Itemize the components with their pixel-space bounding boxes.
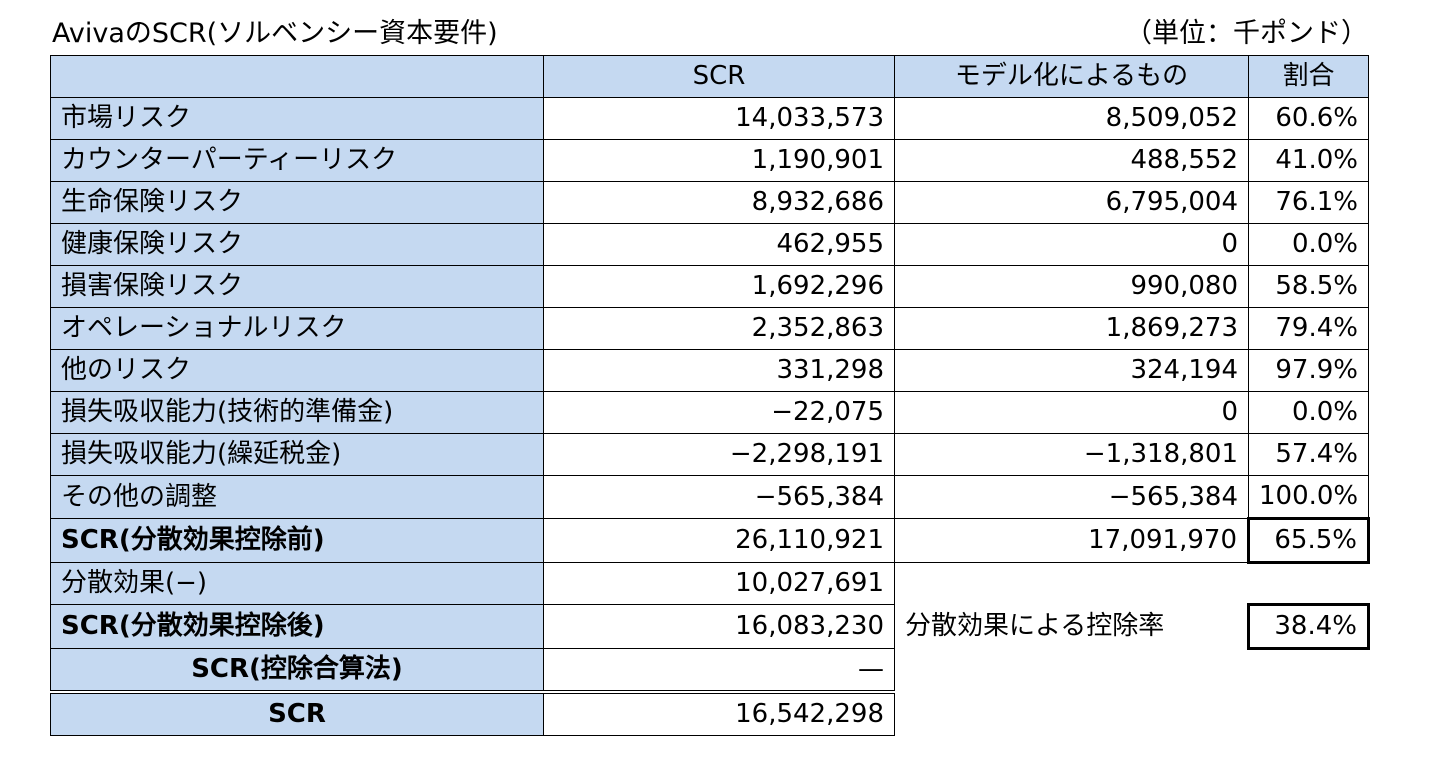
deduction-method-label: SCR(控除合算法) bbox=[50, 648, 544, 693]
diversification-scr: 10,027,691 bbox=[543, 562, 895, 605]
header-row: SCR モデル化によるもの 割合 bbox=[50, 55, 1369, 98]
table-title: AvivaのSCR(ソルベンシー資本要件) bbox=[52, 18, 498, 49]
after-diversification-scr: 16,083,230 bbox=[543, 604, 895, 649]
row-modeled: 1,869,273 bbox=[894, 307, 1249, 350]
before-diversification-ratio: 65.5% bbox=[1247, 517, 1370, 564]
row-ratio: 41.0% bbox=[1248, 139, 1369, 182]
row-label: 健康保険リスク bbox=[50, 223, 544, 266]
blank-cell bbox=[1249, 649, 1369, 693]
row-ratio: 0.0% bbox=[1248, 223, 1369, 266]
row-scr: 8,932,686 bbox=[543, 181, 895, 224]
deduction-rate-value: 38.4% bbox=[1247, 603, 1370, 650]
deduction-method-scr: — bbox=[543, 648, 895, 693]
row-modeled: −565,384 bbox=[894, 475, 1249, 519]
row-scr: 1,190,901 bbox=[543, 139, 895, 182]
total-scr: 16,542,298 bbox=[543, 690, 895, 736]
blank-cell bbox=[895, 563, 1249, 605]
header-modeled: モデル化によるもの bbox=[894, 55, 1249, 98]
row-scr: 331,298 bbox=[543, 349, 895, 392]
row-scr: 1,692,296 bbox=[543, 265, 895, 308]
header-scr: SCR bbox=[543, 55, 895, 98]
before-diversification-modeled: 17,091,970 bbox=[894, 518, 1249, 563]
row-scr: 2,352,863 bbox=[543, 307, 895, 350]
before-diversification-label: SCR(分散効果控除前) bbox=[50, 518, 544, 563]
row-label: 損害保険リスク bbox=[50, 265, 544, 308]
diversification-label: 分散効果(−) bbox=[50, 562, 544, 605]
row-ratio: 57.4% bbox=[1248, 433, 1369, 476]
deduction-rate-label: 分散効果による控除率 bbox=[905, 611, 1165, 641]
row-modeled: 488,552 bbox=[894, 139, 1249, 182]
row-modeled: 0 bbox=[894, 223, 1249, 266]
row-label: 損失吸収能力(繰延税金) bbox=[50, 433, 544, 476]
row-ratio: 58.5% bbox=[1248, 265, 1369, 308]
row-ratio: 0.0% bbox=[1248, 391, 1369, 434]
table-row: 健康保険リスク 462,955 0 0.0% bbox=[50, 223, 1369, 266]
row-label: 市場リスク bbox=[50, 97, 544, 140]
table-row: その他の調整 −565,384 −565,384 100.0% bbox=[50, 475, 1369, 519]
row-scr: −2,298,191 bbox=[543, 433, 895, 476]
deduction-method-row: SCR(控除合算法) — bbox=[50, 648, 1369, 693]
blank-cell bbox=[1249, 692, 1369, 736]
header-blank-cell bbox=[50, 55, 544, 98]
row-modeled: 6,795,004 bbox=[894, 181, 1249, 224]
table-row: オペレーショナルリスク 2,352,863 1,869,273 79.4% bbox=[50, 307, 1369, 350]
row-ratio: 60.6% bbox=[1248, 97, 1369, 140]
row-label: 損失吸収能力(技術的準備金) bbox=[50, 391, 544, 434]
row-label: カウンターパーティーリスク bbox=[50, 139, 544, 182]
row-label: 生命保険リスク bbox=[50, 181, 544, 224]
row-ratio: 76.1% bbox=[1248, 181, 1369, 224]
row-ratio: 79.4% bbox=[1248, 307, 1369, 350]
row-modeled: 8,509,052 bbox=[894, 97, 1249, 140]
row-scr: −22,075 bbox=[543, 391, 895, 434]
total-label: SCR bbox=[50, 690, 544, 736]
scr-table: SCR モデル化によるもの 割合 市場リスク 14,033,573 8,509,… bbox=[50, 55, 1370, 736]
row-scr: 14,033,573 bbox=[543, 97, 895, 140]
table-row: 損失吸収能力(技術的準備金) −22,075 0 0.0% bbox=[50, 391, 1369, 434]
after-diversification-label: SCR(分散効果控除後) bbox=[50, 604, 544, 649]
before-diversification-row: SCR(分散効果控除前) 26,110,921 17,091,970 65.5% bbox=[50, 517, 1370, 564]
row-scr: −565,384 bbox=[543, 475, 895, 519]
table-row: 損失吸収能力(繰延税金) −2,298,191 −1,318,801 57.4% bbox=[50, 433, 1369, 476]
total-row: SCR 16,542,298 bbox=[50, 690, 1369, 736]
row-ratio: 100.0% bbox=[1248, 475, 1369, 519]
after-diversification-row: SCR(分散効果控除後) 16,083,230 分散効果による控除率 38.4% bbox=[50, 603, 1370, 650]
diversification-row: 分散効果(−) 10,027,691 bbox=[50, 562, 1369, 605]
table-row: 他のリスク 331,298 324,194 97.9% bbox=[50, 349, 1369, 392]
before-diversification-scr: 26,110,921 bbox=[543, 518, 895, 563]
row-scr: 462,955 bbox=[543, 223, 895, 266]
table-row: 市場リスク 14,033,573 8,509,052 60.6% bbox=[50, 97, 1369, 140]
blank-cell bbox=[895, 649, 1249, 693]
table-row: 生命保険リスク 8,932,686 6,795,004 76.1% bbox=[50, 181, 1369, 224]
row-ratio: 97.9% bbox=[1248, 349, 1369, 392]
row-modeled: 990,080 bbox=[894, 265, 1249, 308]
blank-cell bbox=[1249, 563, 1369, 605]
row-label: オペレーショナルリスク bbox=[50, 307, 544, 350]
row-label: その他の調整 bbox=[50, 475, 544, 519]
header-ratio: 割合 bbox=[1248, 55, 1369, 98]
table-row: カウンターパーティーリスク 1,190,901 488,552 41.0% bbox=[50, 139, 1369, 182]
unit-label: （単位：千ポンド） bbox=[1125, 18, 1368, 49]
row-modeled: 0 bbox=[894, 391, 1249, 434]
row-modeled: −1,318,801 bbox=[894, 433, 1249, 476]
table-row: 損害保険リスク 1,692,296 990,080 58.5% bbox=[50, 265, 1369, 308]
blank-cell bbox=[895, 692, 1249, 736]
row-modeled: 324,194 bbox=[894, 349, 1249, 392]
row-label: 他のリスク bbox=[50, 349, 544, 392]
